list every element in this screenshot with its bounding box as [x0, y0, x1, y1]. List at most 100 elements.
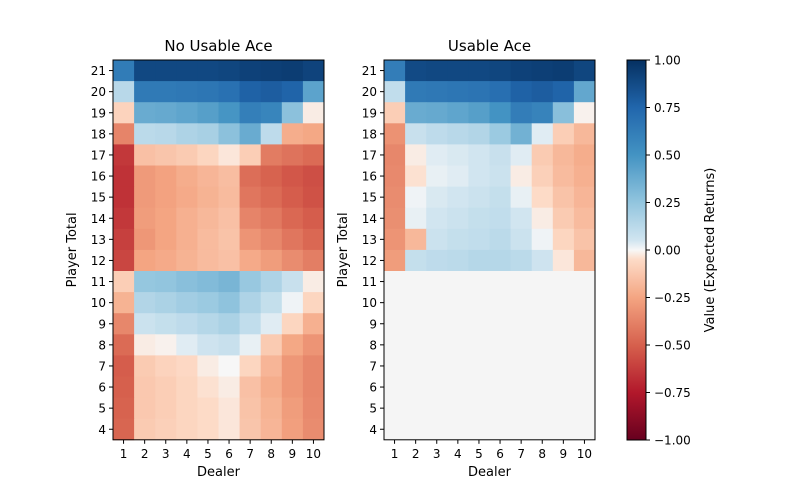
heatmap-cell	[176, 271, 198, 293]
heatmap-cell	[134, 207, 156, 230]
heatmap-cell	[155, 228, 177, 251]
heatmap-cell	[384, 102, 406, 124]
heatmap-cell	[260, 81, 283, 103]
heatmap-cell	[489, 334, 511, 356]
panel-title: Usable Ace	[448, 37, 531, 55]
heatmap-cell	[552, 271, 575, 293]
heatmap-cell	[281, 355, 304, 377]
heatmap-cell	[134, 334, 156, 356]
heatmap-cell	[155, 123, 177, 145]
heatmap-cell	[573, 418, 596, 441]
heatmap-cell	[155, 186, 177, 209]
heatmap-cell	[302, 313, 325, 335]
heatmap-cell	[176, 123, 198, 145]
heatmap-cell	[302, 334, 325, 356]
heatmap-cell	[384, 313, 406, 335]
heatmap-cell	[113, 207, 135, 230]
heatmap-cell	[489, 123, 511, 145]
heatmap-cell	[405, 271, 427, 293]
heatmap-cell	[197, 271, 219, 293]
heatmap-cell	[447, 334, 469, 356]
heatmap-cell	[510, 397, 533, 420]
heatmap-cell	[405, 313, 427, 335]
x-tick-label: 7	[246, 447, 254, 461]
heatmap-cell	[573, 355, 596, 377]
heatmap-cell	[426, 186, 448, 209]
colorbar-tick-label: −0.25	[654, 291, 691, 305]
heatmap-cell	[113, 123, 135, 145]
heatmap-cell	[426, 334, 448, 356]
heatmap-cell	[239, 165, 262, 187]
y-axis-label: Player Total	[336, 212, 351, 287]
heatmap-cell	[239, 102, 262, 124]
heatmap-cell	[239, 60, 262, 82]
heatmap-cell	[510, 313, 533, 335]
heatmap-cell	[510, 186, 533, 209]
heatmap-cell	[218, 249, 240, 272]
y-tick-label: 11	[362, 275, 377, 289]
heatmap-cell	[134, 123, 156, 145]
heatmap-cell	[281, 334, 304, 356]
heatmap-cell	[552, 207, 575, 230]
heatmap-cell	[281, 207, 304, 230]
heatmap-cell	[489, 292, 511, 314]
heatmap-cell	[552, 81, 575, 103]
x-tick-label: 7	[517, 447, 525, 461]
heatmap-cell	[384, 249, 406, 272]
heatmap-cell	[573, 313, 596, 335]
heatmap-cell	[134, 60, 156, 82]
y-tick-label: 8	[98, 338, 106, 352]
heatmap-cell	[302, 102, 325, 124]
heatmap-cell	[155, 81, 177, 103]
y-tick-label: 10	[362, 296, 377, 310]
heatmap-cell	[384, 271, 406, 293]
y-tick-label: 18	[91, 127, 106, 141]
heatmap-cell	[155, 418, 177, 441]
heatmap-cell	[531, 418, 554, 441]
heatmap-cell	[489, 418, 511, 441]
heatmap-cell	[155, 397, 177, 420]
heatmap-cell	[405, 207, 427, 230]
heatmap-cell	[468, 123, 490, 145]
heatmap-cell	[405, 228, 427, 251]
heatmap-cell	[239, 186, 262, 209]
heatmap-cell	[573, 144, 596, 166]
colorbar-tick-label: 0.25	[654, 196, 681, 210]
heatmap-cell	[552, 418, 575, 441]
heatmap-cell	[176, 228, 198, 251]
heatmap-cell	[281, 144, 304, 166]
heatmap-cell	[197, 397, 219, 420]
heatmap-cell	[302, 207, 325, 230]
heatmap-cell	[260, 60, 283, 82]
heatmap-cell	[155, 292, 177, 314]
heatmap-cell	[176, 186, 198, 209]
heatmap-cell	[426, 355, 448, 377]
heatmap-cell	[573, 123, 596, 145]
y-tick-label: 16	[91, 170, 106, 184]
heatmap-cell	[426, 313, 448, 335]
heatmap-cell	[573, 81, 596, 103]
x-tick-label: 2	[141, 447, 149, 461]
heatmap-cell	[489, 249, 511, 272]
heatmap-cell	[281, 418, 304, 441]
heatmap-cell	[239, 313, 262, 335]
heatmap-cell	[405, 355, 427, 377]
heatmap-cell	[218, 186, 240, 209]
heatmap-cell	[384, 334, 406, 356]
colorbar-gradient	[626, 59, 647, 441]
heatmap-cell	[281, 376, 304, 398]
heatmap-cell	[260, 418, 283, 441]
heatmap-cell	[197, 355, 219, 377]
heatmap-cell	[384, 207, 406, 230]
heatmap-cell	[510, 292, 533, 314]
colorbar-tick-label: −1.00	[654, 434, 691, 448]
heatmap-cell	[176, 397, 198, 420]
heatmap-cell	[197, 292, 219, 314]
heatmap-cell	[260, 249, 283, 272]
y-tick-label: 7	[98, 359, 106, 373]
x-tick-label: 4	[183, 447, 191, 461]
heatmap-cell	[218, 102, 240, 124]
y-tick-label: 15	[91, 191, 106, 205]
